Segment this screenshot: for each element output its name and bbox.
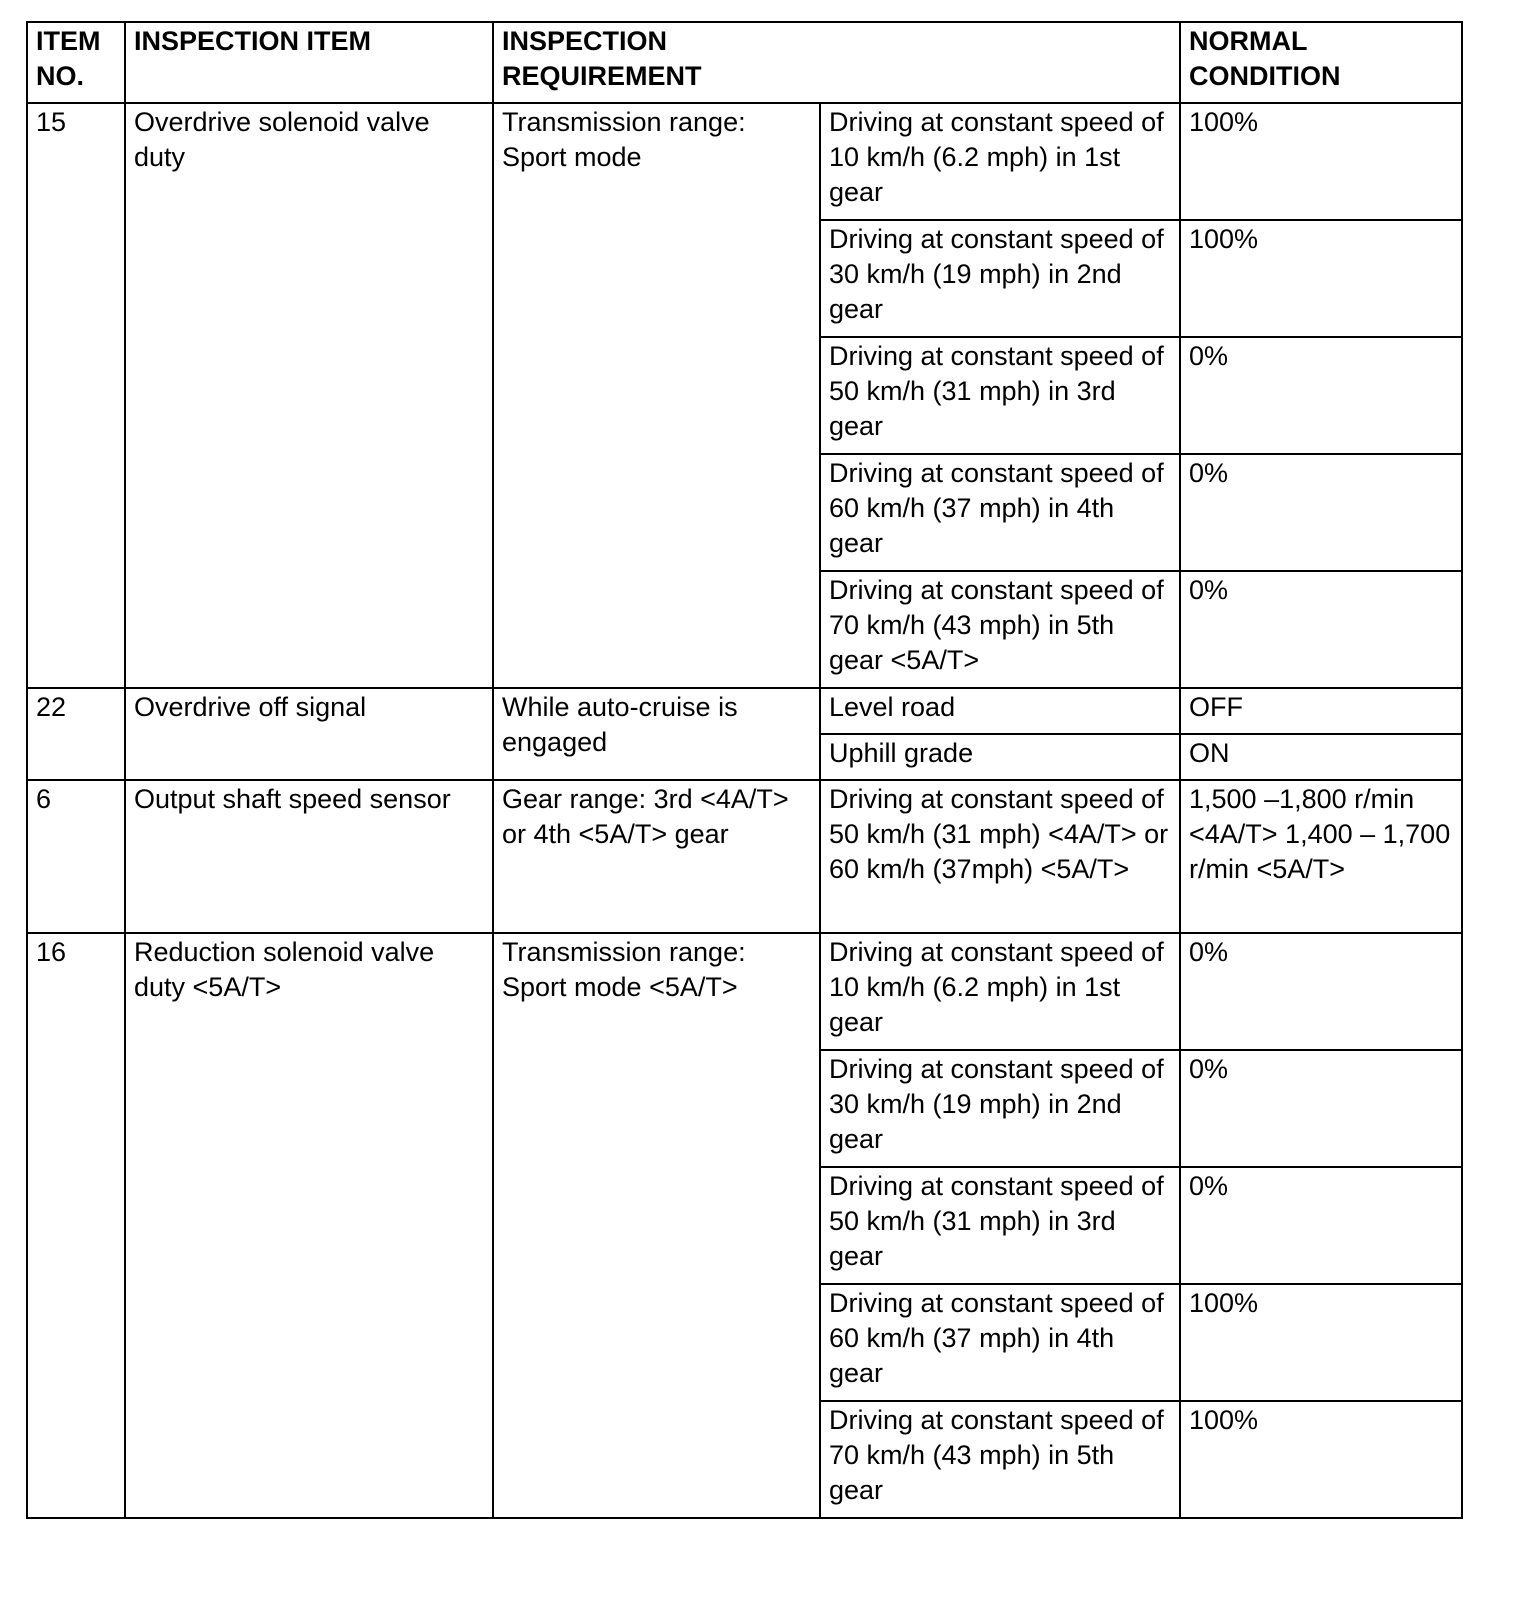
table-row: Driving at constant speed of 50 km/h (31… bbox=[27, 336, 1463, 455]
normal-condition-cell: 0% bbox=[1179, 453, 1463, 572]
normal-condition-cell: 100% bbox=[1179, 1283, 1463, 1402]
requirement-cell: Transmission range: Sport mode <5A/T> bbox=[492, 932, 821, 1519]
table-row: Uphill grade ON bbox=[27, 733, 1463, 781]
header-normal-condition: NORMAL CONDITION bbox=[1179, 21, 1463, 104]
condition-cell: Driving at constant speed of 60 km/h (37… bbox=[819, 453, 1181, 572]
item-no-cell: 15 bbox=[26, 102, 126, 689]
requirement-cell: Transmission range: Sport mode bbox=[492, 102, 821, 689]
table-row: Driving at constant speed of 50 km/h (31… bbox=[27, 1166, 1463, 1285]
table-row: Driving at constant speed of 70 km/h (43… bbox=[27, 570, 1463, 689]
normal-condition-cell: 0% bbox=[1179, 1166, 1463, 1285]
inspection-item-cell: Overdrive solenoid valve duty bbox=[124, 102, 494, 689]
table-row: Driving at constant speed of 30 km/h (19… bbox=[27, 1049, 1463, 1168]
normal-condition-cell: 0% bbox=[1179, 336, 1463, 455]
requirement-cell: Gear range: 3rd <4A/T> or 4th <5A/T> gea… bbox=[492, 779, 821, 934]
table-row: Driving at constant speed of 70 km/h (43… bbox=[27, 1400, 1463, 1519]
condition-cell: Driving at constant speed of 50 km/h (31… bbox=[819, 1166, 1181, 1285]
header-row: ITEM NO. INSPECTION ITEM INSPECTION REQU… bbox=[26, 21, 1463, 104]
item-no-cell: 6 bbox=[26, 779, 126, 934]
normal-condition-cell: OFF bbox=[1179, 687, 1463, 735]
normal-condition-cell: 100% bbox=[1179, 219, 1463, 338]
normal-condition-cell: 0% bbox=[1179, 1049, 1463, 1168]
header-inspection-requirement: INSPECTION REQUIREMENT bbox=[492, 21, 1181, 104]
requirement-cell: While auto-cruise is engaged bbox=[492, 687, 821, 781]
table-row: 22 Overdrive off signal While auto-cruise … bbox=[26, 687, 1463, 781]
normal-condition-cell: 100% bbox=[1179, 1400, 1463, 1519]
normal-condition-cell: 0% bbox=[1179, 570, 1463, 689]
condition-cell: Driving at constant speed of 60 km/h (37… bbox=[819, 1283, 1181, 1402]
condition-cell: Driving at constant speed of 70 km/h (43… bbox=[819, 570, 1181, 689]
header-item-no: ITEM NO. bbox=[26, 21, 126, 104]
inspection-item-cell: Reduction solenoid valve duty <5A/T> bbox=[124, 932, 494, 1519]
table-row: 6 Output shaft speed sensor Gear range: 3r… bbox=[26, 779, 1463, 934]
condition-cell: Driving at constant speed of 30 km/h (19… bbox=[819, 1049, 1181, 1168]
condition-cell: Driving at constant speed of 10 km/h (6.… bbox=[819, 102, 1181, 221]
table-body: 15 Overdrive solenoid valve duty Transmiss… bbox=[26, 102, 1463, 1519]
inspection-table: ITEM NO. INSPECTION ITEM INSPECTION REQU… bbox=[26, 21, 1463, 1519]
normal-condition-cell: ON bbox=[1179, 733, 1463, 781]
inspection-item-cell: Output shaft speed sensor bbox=[124, 779, 494, 934]
header-inspection-item: INSPECTION ITEM bbox=[124, 21, 494, 104]
table-row: Driving at constant speed of 30 km/h (19… bbox=[27, 219, 1463, 338]
table-row: 15 Overdrive solenoid valve duty Transmiss… bbox=[26, 102, 1463, 689]
condition-cell: Driving at constant speed of 50 km/h (31… bbox=[819, 779, 1181, 934]
condition-cell: Driving at constant speed of 70 km/h (43… bbox=[819, 1400, 1181, 1519]
normal-condition-cell: 0% bbox=[1179, 932, 1463, 1051]
table-row: Driving at constant speed of 60 km/h (37… bbox=[27, 1283, 1463, 1402]
table-row: Driving at constant speed of 60 km/h (37… bbox=[27, 453, 1463, 572]
inspection-item-cell: Overdrive off signal bbox=[124, 687, 494, 781]
normal-condition-cell: 100% bbox=[1179, 102, 1463, 221]
condition-cell: Driving at constant speed of 50 km/h (31… bbox=[819, 336, 1181, 455]
condition-cell: Uphill grade bbox=[819, 733, 1181, 781]
table-row: 16 Reduction solenoid valve duty <5A/T> Tr… bbox=[26, 932, 1463, 1519]
condition-cell: Driving at constant speed of 30 km/h (19… bbox=[819, 219, 1181, 338]
item-no-cell: 22 bbox=[26, 687, 126, 781]
condition-cell: Level road bbox=[819, 687, 1181, 735]
condition-cell: Driving at constant speed of 10 km/h (6.… bbox=[819, 932, 1181, 1051]
normal-condition-cell: 1,500 –1,800 r/min <4A/T> 1,400 – 1,700 … bbox=[1179, 779, 1463, 934]
item-no-cell: 16 bbox=[26, 932, 126, 1519]
